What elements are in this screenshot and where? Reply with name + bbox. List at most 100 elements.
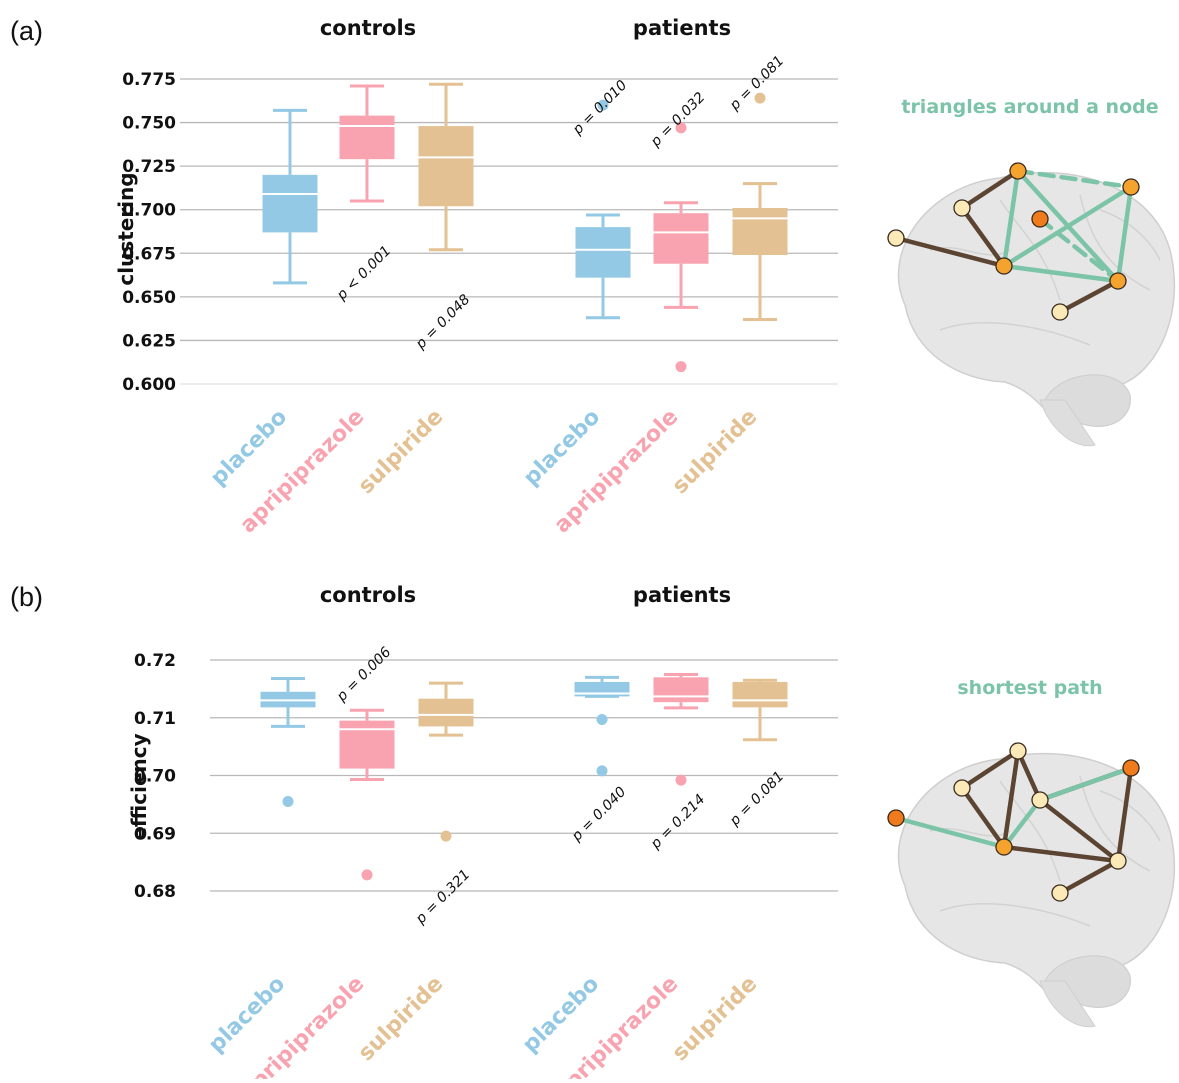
box-controls-placebo [260,676,316,728]
p-value-annotation: p = 0.010 [569,77,630,138]
network-node [1009,742,1027,760]
panel-a-y-ticks: 0.600 0.625 0.650 0.675 0.700 0.725 0.750 0.775 [122,70,176,395]
network-node [1031,210,1049,228]
y-tick-label: 0.71 [134,709,176,729]
box-patients-placebo [574,675,630,698]
panel-a-outliers [597,92,766,373]
p-value-annotation: p = 0.214 [647,791,708,852]
brain-stem [1039,399,1096,447]
box-iqr [339,720,395,769]
p-value-annotation: p = 0.048 [412,292,473,353]
network-edge [1057,278,1121,315]
triangle-edge [1001,184,1134,269]
box-patients-placebo [575,213,631,320]
brain-sulcus [939,322,1091,346]
network-edge [893,235,1007,269]
box-iqr [575,227,631,278]
panel-a-controls-title: controls [320,16,416,40]
outlier-point [596,713,608,725]
shortest-path-edge [1001,797,1043,850]
box-patients-sulpiride [732,182,788,322]
brain-silhouette [897,752,1176,1008]
panel-b-y-ticks: 0.68 0.69 0.70 0.71 0.72 [134,651,176,902]
network-node [887,809,905,827]
box-iqr [653,677,709,703]
network-node [995,257,1013,275]
network-edge [1001,844,1121,864]
y-tick-label: 0.69 [134,824,176,844]
triangle-edge-dashed [1037,216,1121,284]
brain-sulcus [999,199,1061,301]
x-category-label: sulpiride [354,972,449,1067]
outlier-point [675,774,687,786]
panel-b-gridlines [210,659,838,892]
y-tick-label: 0.600 [122,375,176,395]
brain-stem [1039,980,1096,1028]
network-edge [959,205,1007,269]
x-category-label: sulpiride [668,972,763,1067]
network-edge [1001,748,1021,850]
panel-b-boxes [260,672,788,782]
network-edge [959,785,1007,850]
outlier-point [282,795,294,807]
box-controls-sulpiride [418,681,474,737]
network-node [1031,791,1049,809]
triangle-edge [1001,168,1021,269]
network-node [1051,303,1069,321]
box-iqr [732,207,788,256]
y-tick-label: 0.725 [122,157,176,177]
brain-sulcus [1099,790,1161,842]
network-node [1122,759,1140,777]
shortest-path-edge [1037,765,1134,803]
box-iqr [653,213,709,264]
panel-b-outliers [282,713,687,881]
panel-b-letter: (b) [10,582,43,612]
triangle-edge-dashed [1015,168,1134,190]
panel-a-y-axis-label: clustering [114,172,138,285]
box-controls-apripiprazole [339,84,395,203]
box-iqr [732,681,788,708]
p-value-annotation: p = 0.321 [412,867,473,928]
box-iqr [262,174,318,233]
p-value-annotation: p = 0.006 [333,644,394,705]
box-controls-placebo [262,108,318,285]
brain-silhouette [897,171,1176,427]
box-iqr [418,126,474,207]
p-value-annotation: p = 0.032 [647,89,708,150]
network-node [1109,852,1127,870]
network-node [887,229,905,247]
y-tick-label: 0.650 [122,288,176,308]
box-iqr [339,115,395,160]
panel-a: (a) controls patients clustering 0.600 0.… [10,16,1176,539]
panel-b-p-values: p = 0.006 p = 0.321 p = 0.040 p = 0.214 p = … [333,644,787,928]
panel-a-letter: (a) [10,16,43,46]
y-tick-label: 0.72 [134,651,176,671]
panel-a-boxes [262,82,788,322]
p-value-annotation: p = 0.040 [568,784,629,845]
panel-b-patients-title: patients [633,583,731,607]
y-tick-label: 0.700 [122,201,176,221]
x-category-label: sulpiride [668,405,763,500]
panel-b-y-axis-label: efficiency [127,733,151,840]
box-iqr [418,698,474,727]
brain-sulcus [939,903,1091,927]
box-controls-apripiprazole [339,708,395,782]
box-controls-sulpiride [418,82,474,252]
y-tick-label: 0.750 [122,114,176,134]
y-tick-label: 0.70 [134,767,176,787]
outlier-point [361,869,373,881]
brain-sulcus [1099,209,1161,261]
panel-b: (b) controls patients efficiency 0.680.6… [10,582,1176,1083]
y-tick-label: 0.675 [122,244,176,264]
shortest-path-edge [893,815,1007,850]
network-edge [959,748,1021,791]
p-value-annotation: p = 0.081 [726,768,787,829]
y-tick-label: 0.625 [122,331,176,351]
network-node [995,838,1013,856]
brain-sulcus [1079,194,1151,291]
panel-a-patients-title: patients [633,16,731,40]
